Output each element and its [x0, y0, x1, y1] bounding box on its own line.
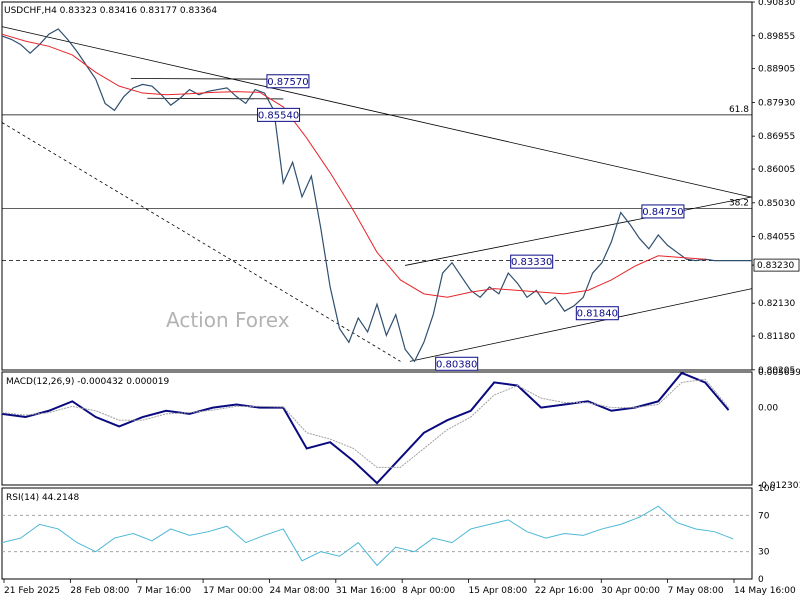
panel-frame-0 [1, 1, 753, 371]
price-tick-label: 0.86005 [758, 165, 795, 175]
price-tick-label: 0.84055 [758, 233, 795, 243]
x-tick-label: 31 Mar 16:00 [336, 586, 396, 596]
chart-labels: 61.8 38.2 0.85540 0.87570 0.84750 0.83330 0.81… [4, 0, 800, 596]
x-tick-label: 14 May 16:00 [734, 586, 796, 596]
rsi-tick-label: 0 [758, 575, 764, 585]
rsi-tick-label: 70 [758, 511, 770, 521]
price-tick-label: 0.88905 [758, 65, 795, 75]
rsi-title: RSI(14) 44.2148 [6, 493, 79, 503]
price-annotation-box [435, 356, 479, 371]
rsi-line [1, 505, 734, 567]
chart-title: USDCHF,H4 0.83323 0.83416 0.83177 0.8336… [4, 6, 217, 16]
price-annotation-box [510, 254, 554, 269]
x-tick-label: 28 Feb 08:00 [70, 586, 129, 596]
x-tick-label: 22 Apr 16:00 [535, 586, 594, 596]
macd-line [1, 371, 730, 485]
panel-frame-1 [1, 371, 753, 486]
price-annotation-label: 0.81840 [577, 309, 618, 320]
price-annotation-label: 0.83330 [511, 257, 552, 268]
price-annotation-label: 0.84750 [642, 207, 683, 218]
price-tick-label: 0.82130 [758, 299, 795, 309]
x-tick-label: 8 Apr 00:00 [402, 586, 455, 596]
trend-line [409, 288, 753, 362]
x-tick-label: 7 May 08:00 [668, 586, 724, 596]
trend-line [1, 26, 753, 198]
price-line [1, 28, 752, 363]
chart-guides [1, 1, 755, 583]
panel-frame-2 [1, 487, 753, 580]
price-annotation-label: 0.85540 [258, 110, 299, 121]
current-price-badge [753, 258, 800, 272]
price-tick-label: 0.87930 [758, 98, 795, 108]
price-tick-label: 0.81180 [758, 332, 795, 342]
price-tick-label: 0.85030 [758, 199, 795, 209]
macd-tick-label: -0.012301 [758, 481, 800, 491]
macd-tick-label: 0.00 [758, 404, 778, 414]
x-tick-label: 21 Feb 2025 [4, 586, 60, 596]
x-tick-label: 24 Mar 08:00 [269, 586, 329, 596]
price-annotation-box [575, 306, 619, 321]
price-tick-label: 0.89855 [758, 32, 795, 42]
trend-line [405, 196, 753, 266]
price-tick-label: 0.80205 [758, 366, 795, 376]
chart-series [1, 28, 752, 567]
price-annotation-box [257, 107, 301, 122]
x-tick-label: 7 Mar 16:00 [137, 586, 192, 596]
price-annotation-box [641, 204, 685, 219]
fib-level-label: 38.2 [729, 198, 749, 208]
trend-line [147, 97, 284, 100]
price-tick-label: 0.86955 [758, 132, 795, 142]
watermark: Action Forex [166, 308, 290, 332]
x-tick-label: 17 Mar 00:00 [203, 586, 263, 596]
x-tick-label: 30 Apr 00:00 [601, 586, 660, 596]
price-tick-label: 0.90830 [758, 0, 795, 8]
rsi-tick-label: 30 [758, 548, 770, 558]
macd-tick-label: 0.005659 [758, 368, 800, 378]
rsi-tick-label: 100 [758, 484, 775, 494]
price-annotation-box [266, 74, 310, 89]
macd-signal-line [1, 378, 729, 468]
current-price-label: 0.83230 [757, 261, 794, 271]
x-tick-label: 15 Apr 08:00 [469, 586, 528, 596]
price-annotation-label: 0.87570 [267, 77, 308, 88]
moving-average-line [1, 33, 706, 298]
trend-line [130, 78, 284, 80]
macd-title: MACD(12,26,9) -0.000432 0.000019 [6, 377, 169, 387]
price-annotation-label: 0.80380 [436, 359, 477, 370]
panel-frames [1, 1, 753, 580]
fib-level-label: 61.8 [729, 105, 749, 115]
